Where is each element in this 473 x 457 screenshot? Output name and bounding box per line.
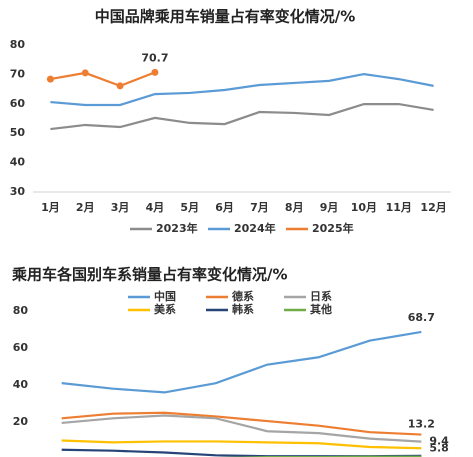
legend-label: 2024年: [234, 221, 276, 235]
y-tick-label: 40: [13, 378, 29, 391]
x-tick-label: 8月: [285, 201, 304, 214]
series-line: [50, 102, 434, 131]
data-label: 5.8: [429, 441, 449, 454]
legend-label: 2023年: [156, 221, 198, 235]
legend-label: 日系: [310, 289, 332, 303]
y-tick-label: 80: [13, 304, 29, 317]
data-label: 70.7: [141, 51, 168, 64]
x-tick-label: 2月: [76, 201, 95, 214]
data-label: 9.4: [429, 435, 449, 448]
legend-label: 韩系: [232, 302, 254, 316]
x-tick-label: 12月: [420, 201, 446, 214]
x-tick-label: 9月: [320, 201, 339, 214]
chart-title: 乘用车各国别车系销量占有率变化情况/%: [11, 266, 288, 284]
y-tick-label: 60: [13, 341, 29, 354]
x-tick-label: 4月: [146, 201, 165, 214]
x-tick-label: 11月: [386, 201, 412, 214]
legend-label: 德系: [231, 289, 254, 303]
x-tick-label: 5月: [180, 201, 199, 214]
series-line: [61, 448, 422, 457]
y-tick-label: 80: [10, 38, 26, 51]
series-line: [50, 72, 434, 107]
series-line: [61, 411, 422, 436]
y-tick-label: 70: [10, 67, 26, 80]
x-tick-label: 7月: [250, 201, 269, 214]
y-tick-label: 40: [10, 156, 26, 169]
legend-label: 2025年: [312, 221, 354, 235]
y-tick-label: 60: [10, 97, 26, 110]
series-line: [61, 439, 422, 450]
point: [81, 69, 89, 77]
point: [116, 82, 124, 90]
x-tick-label: 1月: [41, 201, 60, 214]
legend-label: 其他: [310, 302, 332, 316]
y-tick-label: 50: [10, 126, 26, 139]
x-tick-label: 10月: [351, 201, 377, 214]
x-tick-label: 3月: [111, 201, 130, 214]
legend-label: 中国: [154, 289, 176, 303]
chart-title: 中国品牌乘用车销量占有率变化情况/%: [95, 8, 356, 26]
y-tick-label: 20: [13, 415, 29, 428]
series-line: [61, 414, 422, 443]
point: [151, 68, 159, 76]
data-label: 68.7: [408, 311, 435, 324]
y-tick-label: 30: [10, 185, 26, 198]
series-line: [50, 71, 156, 88]
series-line: [61, 330, 422, 394]
data-label: 13.2: [408, 418, 435, 431]
point: [46, 75, 54, 83]
x-tick-label: 6月: [215, 201, 234, 214]
legend-label: 美系: [154, 302, 176, 316]
